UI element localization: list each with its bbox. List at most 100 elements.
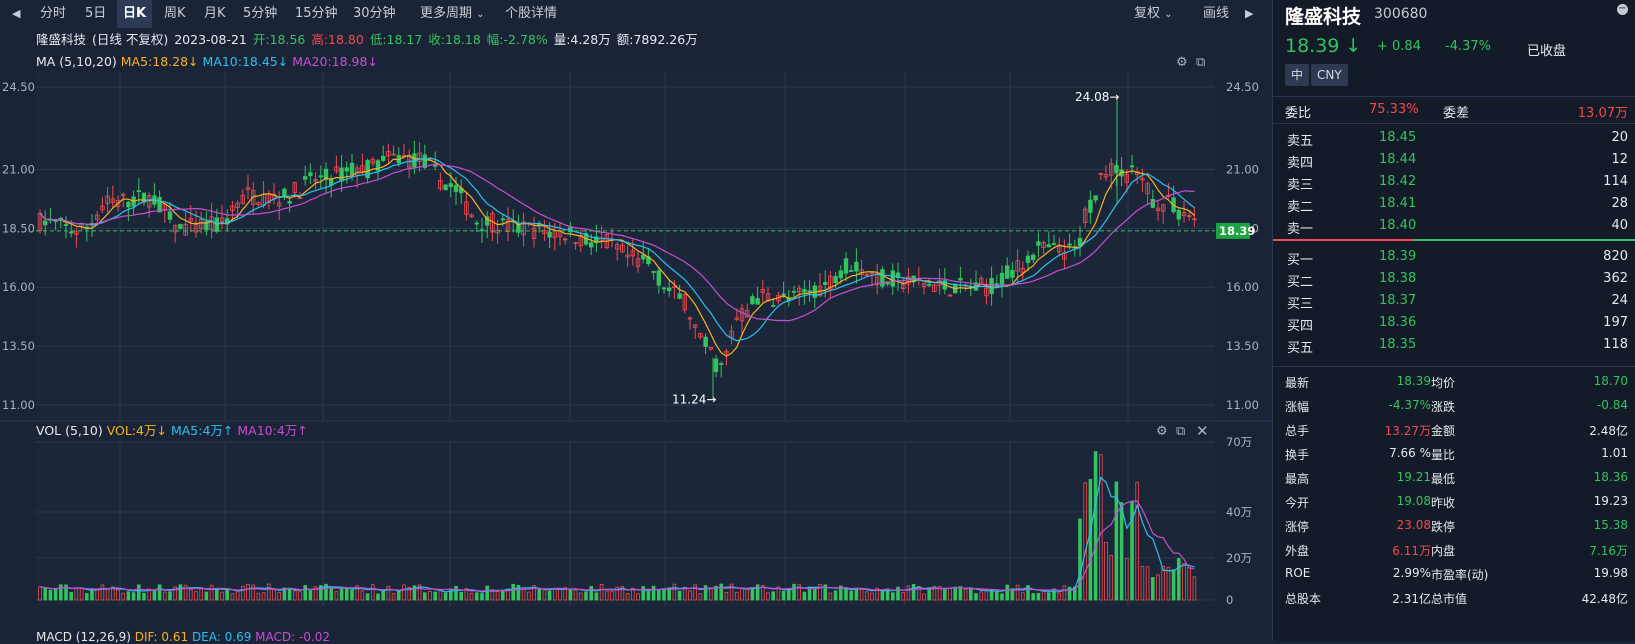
buy-row[interactable]: 买一 18.39 820 <box>1273 246 1635 268</box>
collapse-icon[interactable]: − <box>1617 3 1628 15</box>
kline-chart[interactable]: 24.5024.5021.0021.0018.5018.5016.0016.00… <box>0 0 1272 641</box>
market-badge[interactable]: 中 <box>1285 64 1310 86</box>
draw-line-button[interactable]: 画线 <box>1203 6 1230 21</box>
more-periods-label: 更多周期 <box>420 6 473 21</box>
volume-bar <box>178 584 183 601</box>
buy-row[interactable]: 买二 18.38 362 <box>1273 268 1635 290</box>
stat-label: 最新 <box>1285 376 1310 390</box>
period-tab-15min[interactable]: 15分钟 <box>295 6 338 21</box>
volume-bar <box>896 586 900 601</box>
ma-indicator-line: MA (5,10,20) MA5:18.28↓ MA10:18.45↓ MA20… <box>36 53 378 71</box>
triangle-left-icon[interactable]: ◀ <box>12 7 21 20</box>
candle-body <box>1067 243 1072 246</box>
candle-body <box>380 155 386 161</box>
candle-body <box>698 333 703 338</box>
candle-body <box>95 214 100 221</box>
sell-row[interactable]: 卖五 18.45 20 <box>1273 127 1635 149</box>
volume-bar <box>111 586 115 601</box>
weicha-label: 委差 <box>1443 106 1470 121</box>
sell-row[interactable]: 卖三 18.42 114 <box>1273 171 1635 193</box>
sell-row[interactable]: 卖二 18.41 28 <box>1273 193 1635 215</box>
panel-pct: -4.37% <box>1445 39 1491 54</box>
volume-bar <box>875 587 879 601</box>
price-tick-right: 24.50 <box>1226 80 1259 94</box>
macd-label[interactable]: MACD (12,26,9) <box>36 630 131 644</box>
fuquan-label: 复权 <box>1134 6 1161 21</box>
candle-body <box>464 201 469 215</box>
stat-row: 总股本 2.31亿 总市值 42.48亿 <box>1273 587 1635 609</box>
candle-body <box>687 317 693 320</box>
volume-bar <box>1010 588 1015 601</box>
triangle-right-icon[interactable]: ▶ <box>1245 7 1254 20</box>
volume-bar <box>116 589 120 601</box>
period-tab-monthly[interactable]: 月K <box>204 6 226 21</box>
volume-bar <box>168 591 172 601</box>
period-tab-30min[interactable]: 30分钟 <box>353 6 396 21</box>
volume-bar <box>194 591 198 601</box>
candle-body <box>765 293 771 302</box>
candle-body <box>547 231 552 238</box>
volume-bar <box>360 590 365 601</box>
ma20-line <box>39 163 1195 322</box>
stat-label: 昨收 <box>1431 496 1456 510</box>
ma-settings-icon[interactable]: ⚙ <box>1176 55 1188 70</box>
ma-label[interactable]: MA (5,10,20) <box>36 54 117 69</box>
candle-body <box>641 254 646 260</box>
candle-body <box>1057 245 1062 253</box>
currency-badge[interactable]: CNY <box>1311 64 1348 86</box>
volume-bar <box>1052 588 1056 601</box>
stat-value: 18.39 <box>1396 374 1431 388</box>
volume-bar <box>854 588 859 601</box>
vol-indicator-line: VOL (5,10) VOL:4万↓ MA5:4万↑ MA10:4万↑ <box>36 422 308 440</box>
sell-row[interactable]: 卖一 18.40 40 <box>1273 215 1635 237</box>
volume-bar <box>657 589 661 601</box>
vol-close-icon[interactable]: ✕ <box>1196 422 1209 440</box>
candle-body <box>1161 204 1166 212</box>
volume-bar <box>828 592 833 601</box>
buy-row[interactable]: 买五 18.35 118 <box>1273 334 1635 356</box>
period-tab-5day[interactable]: 5日 <box>85 6 107 21</box>
buy-volume: 820 <box>1603 249 1628 264</box>
volume-bar <box>417 584 422 601</box>
sell-row[interactable]: 卖四 18.44 12 <box>1273 149 1635 171</box>
candle-body <box>136 190 141 193</box>
volume-bar <box>901 592 905 601</box>
vol-popout-icon[interactable]: ⧉ <box>1176 424 1186 439</box>
candle-body <box>869 272 875 274</box>
candle-body <box>947 294 953 297</box>
volume-bar <box>885 588 890 601</box>
period-tab-fenshi[interactable]: 分时 <box>40 6 67 21</box>
volume-bar <box>157 584 162 601</box>
buy-row[interactable]: 买三 18.37 24 <box>1273 290 1635 312</box>
weicha-value: 13.07万 <box>1577 106 1628 121</box>
volume-bar <box>766 592 770 601</box>
sell-volume: 114 <box>1603 174 1628 189</box>
candle-body <box>1192 218 1197 221</box>
vol-label[interactable]: VOL (5,10) <box>36 423 103 438</box>
candle-body <box>115 199 121 208</box>
candle-body <box>157 196 162 213</box>
candle-body <box>365 160 370 179</box>
vol-settings-icon[interactable]: ⚙ <box>1156 424 1168 439</box>
candle-body <box>661 287 667 290</box>
stat-value: 19.08 <box>1396 494 1431 508</box>
ma-popout-icon[interactable]: ⧉ <box>1196 55 1206 70</box>
fuquan-dropdown[interactable]: 复权 ⌄ <box>1134 0 1173 28</box>
stat-label: 内盘 <box>1431 544 1456 558</box>
volume-bar <box>683 586 687 601</box>
candle-body <box>469 214 474 218</box>
more-periods-dropdown[interactable]: 更多周期 ⌄ <box>420 0 485 28</box>
stat-value: 15.38 <box>1593 518 1628 532</box>
candle-body <box>422 154 427 168</box>
stat-label: 量比 <box>1431 448 1456 462</box>
period-tab-weekly[interactable]: 周K <box>164 6 186 21</box>
candle-body <box>719 363 724 365</box>
buy-row[interactable]: 买四 18.36 197 <box>1273 312 1635 334</box>
candle-body <box>667 287 672 291</box>
period-tab-5min[interactable]: 5分钟 <box>243 6 278 21</box>
candle-body <box>240 195 245 204</box>
stock-detail-link[interactable]: 个股详情 <box>505 6 558 21</box>
period-tab-daily[interactable]: 日K <box>117 0 153 28</box>
weibi-value: 75.33% <box>1369 102 1419 117</box>
stat-label: 跌停 <box>1431 520 1456 534</box>
